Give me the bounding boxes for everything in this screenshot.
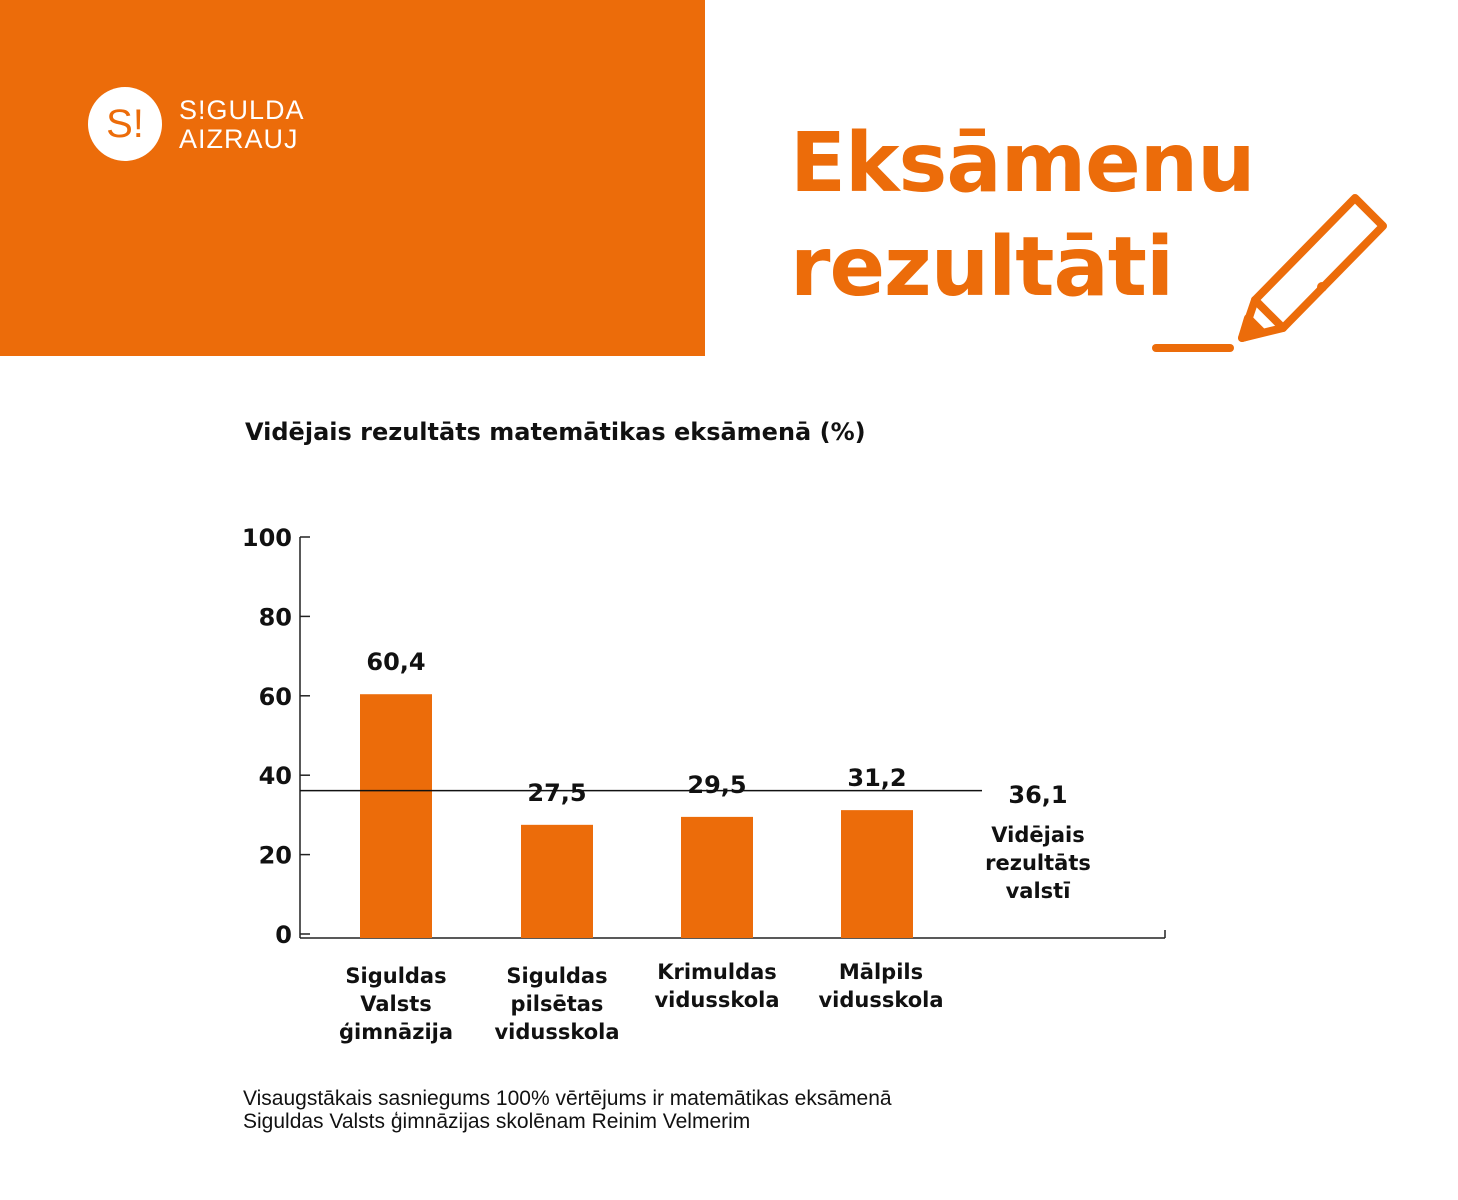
category-label: Siguldas <box>345 964 446 988</box>
title-line2: rezultāti <box>790 220 1174 315</box>
y-tick-label: 20 <box>259 842 292 870</box>
category-label: pilsētas <box>511 992 604 1016</box>
chart-title: Vidējais rezultāts matemātikas eksāmenā … <box>245 418 866 446</box>
category-label: vidusskola <box>494 1020 619 1044</box>
reference-label: Vidējais <box>991 823 1084 847</box>
bar <box>681 816 753 938</box>
bar-chart: 0 20 40 60 80 100 60,4 Siguldas Valsts ģimnāzija 2… <box>242 524 1166 1044</box>
category-label: Siguldas <box>506 964 607 988</box>
title-line1: Eksāmenu <box>790 116 1256 211</box>
pencil-icon <box>1152 194 1387 352</box>
y-tick-label: 60 <box>259 683 292 711</box>
reference-label: valstī <box>1006 879 1071 903</box>
category-label: Valsts <box>360 992 432 1016</box>
bar <box>521 824 593 938</box>
data-label: 27,5 <box>527 779 586 807</box>
category-label: Mālpils <box>839 960 923 984</box>
y-tick-label: 80 <box>259 603 292 631</box>
header-banner: S! S!GULDA AIZRAUJ <box>0 0 705 356</box>
category-label: vidusskola <box>654 988 779 1012</box>
footnote: Visaugstākais sasniegums 100% vērtējums … <box>243 1087 892 1133</box>
data-label: 60,4 <box>366 648 425 676</box>
bar <box>841 810 913 938</box>
reference-label: rezultāts <box>985 851 1091 875</box>
bar <box>360 694 432 938</box>
logo-mark: S! <box>88 87 162 161</box>
logo-line1: S!GULDA <box>179 95 305 125</box>
category-label: ģimnāzija <box>339 1020 453 1044</box>
page-title: Eksāmenu rezultāti <box>790 112 1256 320</box>
y-tick-label: 0 <box>275 921 292 949</box>
category-label: vidusskola <box>818 988 943 1012</box>
logo-text: S!GULDA AIZRAUJ <box>179 96 305 154</box>
reference-value-label: 36,1 <box>1008 781 1067 809</box>
footnote-line2: Siguldas Valsts ģimnāzijas skolēnam Rein… <box>243 1110 751 1133</box>
logo-line2: AIZRAUJ <box>179 124 299 154</box>
category-label: Krimuldas <box>657 960 777 984</box>
data-label: 31,2 <box>847 764 906 792</box>
y-tick-label: 40 <box>259 762 292 790</box>
footnote-line1: Visaugstākais sasniegums 100% vērtējums … <box>243 1087 892 1110</box>
y-tick-label: 100 <box>242 524 292 552</box>
data-label: 29,5 <box>687 771 746 799</box>
